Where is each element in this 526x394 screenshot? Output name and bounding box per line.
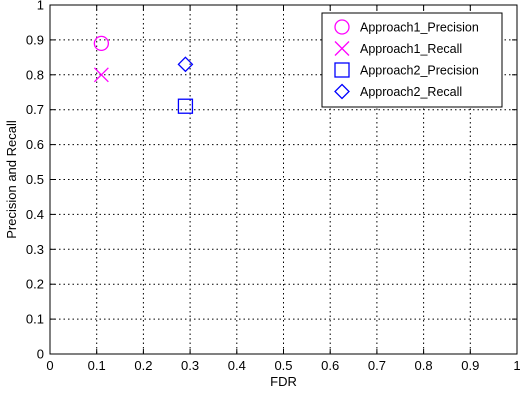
legend-entry-label: Approach1_Recall	[360, 42, 462, 56]
y-tick-label: 0.7	[26, 102, 44, 117]
legend-marker-x	[334, 41, 350, 56]
y-tick-label: 0.9	[26, 32, 44, 47]
x-tick-label: 0.1	[88, 358, 106, 373]
x-tick-label: 0.3	[181, 358, 199, 373]
x-tick-label: 0.7	[368, 358, 386, 373]
y-tick-label: 0.1	[26, 312, 44, 327]
axis-ticks	[49, 4, 518, 355]
legend-marker-circle	[334, 19, 350, 35]
data-point-circle	[93, 35, 110, 52]
x-tick-label: 0.9	[461, 358, 479, 373]
x-tick-label: 0.5	[274, 358, 292, 373]
legend-marker-square	[334, 62, 350, 78]
x-tick-label: 0.4	[228, 358, 246, 373]
legend-marker-diamond	[334, 83, 350, 100]
x-axis-label: FDR	[270, 374, 297, 389]
legend-box	[321, 12, 503, 108]
x-tick-label: 1	[513, 358, 520, 373]
y-tick-label: 1	[37, 0, 44, 13]
x-tick-label: 0.6	[321, 358, 339, 373]
legend-entry-label: Approach2_Precision	[360, 64, 479, 78]
y-tick-label: 0	[37, 347, 44, 362]
data-point-diamond	[177, 56, 194, 73]
x-tick-label: 0.8	[415, 358, 433, 373]
x-tick-label: 0	[46, 358, 53, 373]
y-tick-label: 0.6	[26, 137, 44, 152]
legend: Approach1_Precision Approach1_Recall Appro…	[321, 12, 503, 108]
x-tick-label: 0.2	[134, 358, 152, 373]
legend-entry-label: Approach2_Recall	[360, 85, 462, 99]
legend-entry-label: Approach1_Precision	[360, 21, 479, 35]
y-tick-label: 0.3	[26, 242, 44, 257]
y-tick-label: 0.5	[26, 172, 44, 187]
y-axis-label: Precision and Recall	[4, 120, 19, 239]
y-tick-label: 0.2	[26, 277, 44, 292]
data-point-x	[93, 67, 109, 83]
y-tick-label: 0.8	[26, 67, 44, 82]
y-tick-label: 0.4	[26, 207, 44, 222]
data-point-square	[177, 98, 194, 114]
x-tick-labels: 0 0.1 0.2 0.3 0.4 0.5 0.6 0.7 0.8 0.9 1	[46, 358, 520, 373]
grid-lines	[50, 5, 517, 354]
data-points	[93, 35, 194, 114]
y-tick-labels: 0 0.1 0.2 0.3 0.4 0.5 0.6 0.7 0.8 0.9 1	[26, 0, 44, 362]
